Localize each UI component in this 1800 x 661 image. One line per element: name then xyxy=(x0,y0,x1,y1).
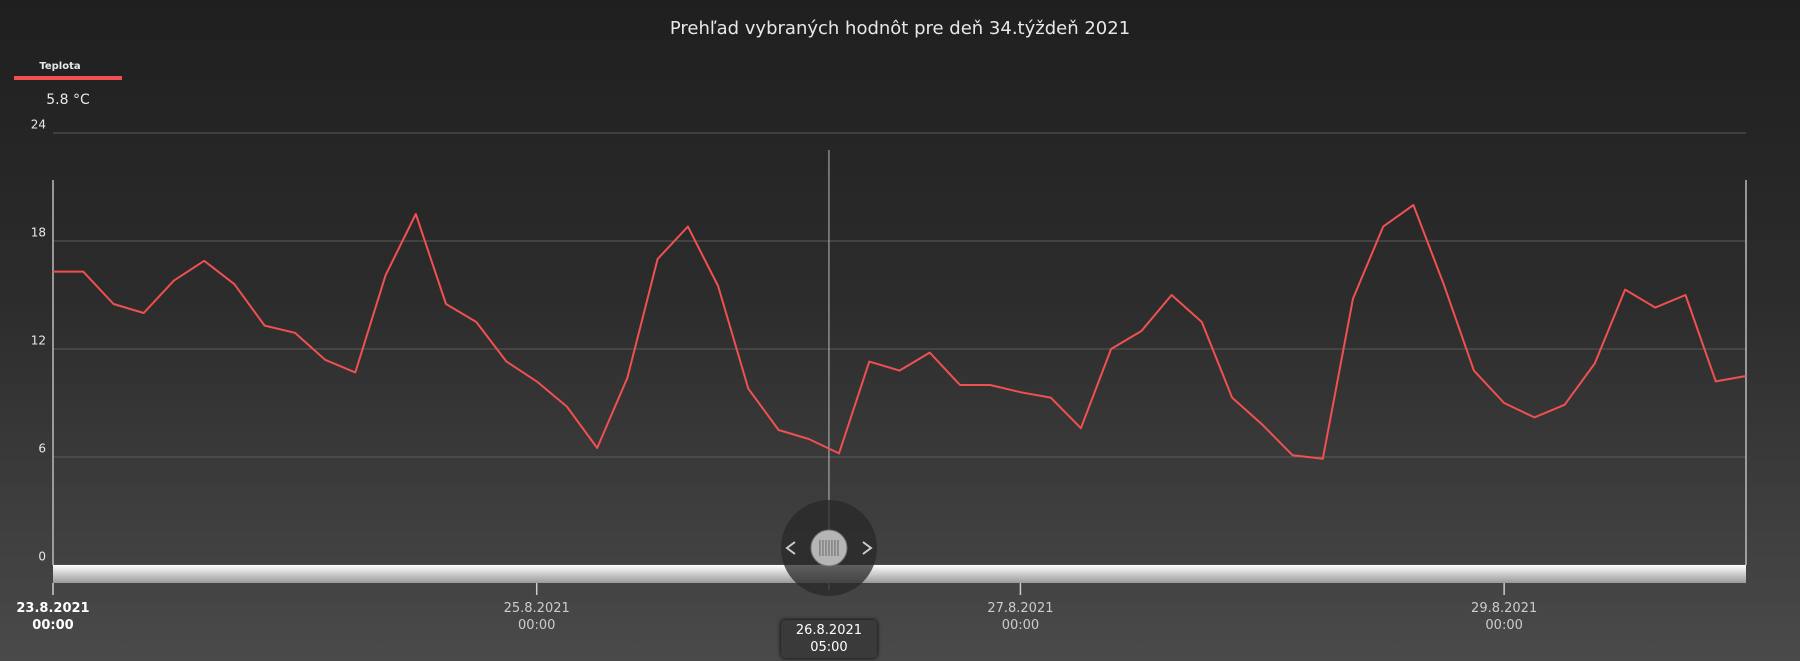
y-tick-label: 0 xyxy=(38,550,46,564)
nav-left[interactable] xyxy=(785,541,796,555)
y-tick-label: 18 xyxy=(31,226,46,240)
chart-title: Prehľad vybraných hodnôt pre deň 34.týžd… xyxy=(670,18,1130,39)
series-line xyxy=(53,204,1747,460)
x-tick-label: 27.8.2021 00:00 xyxy=(987,601,1054,633)
y-tick-label: 24 xyxy=(31,118,46,132)
legend-value: 5.8 °C xyxy=(46,92,90,108)
x-tick-label: 25.8.2021 00:00 xyxy=(503,601,570,633)
nav-right[interactable] xyxy=(862,541,873,555)
y-tick-label: 6 xyxy=(38,442,46,456)
cursor-label: 26.8.2021 05:00 xyxy=(780,620,877,658)
x-tick-label: 23.8.2021 00:00 xyxy=(16,601,90,633)
scrollbar[interactable] xyxy=(53,565,1746,583)
y-tick-label: 12 xyxy=(31,334,46,348)
legend-label: Teplota xyxy=(39,61,80,72)
x-tick-label: 29.8.2021 00:00 xyxy=(1471,601,1538,633)
